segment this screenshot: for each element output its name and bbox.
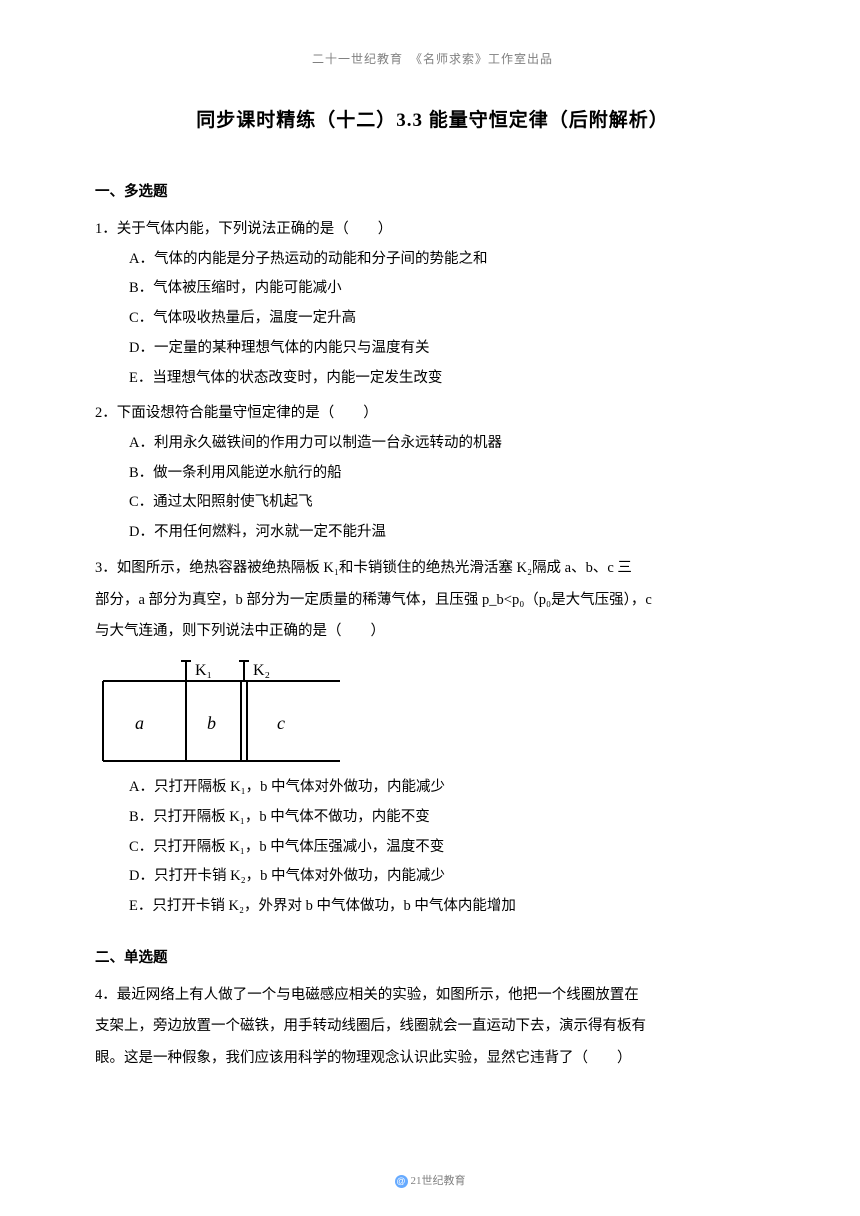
footer-text: 21世纪教育: [411, 1175, 466, 1187]
q1-option-a: A．气体的内能是分子热运动的动能和分子间的势能之和: [95, 245, 770, 275]
q1-option-b: B．气体被压缩时，内能可能减小: [95, 274, 770, 304]
q3-line1: 3．如图所示，绝热容器被绝热隔板 K₁和卡销锁住的绝热光滑活塞 K₂隔成 a、b…: [95, 554, 770, 584]
q1-option-e: E．当理想气体的状态改变时，内能一定发生改变: [95, 364, 770, 394]
q3-option-e: E．只打开卡销 K₂，外界对 b 中气体做功，b 中气体内能增加: [95, 892, 770, 922]
q4-line2: 支架上，旁边放置一个磁铁，用手转动线圈后，线圈就会一直运动下去，演示得有板有: [95, 1012, 770, 1042]
q3-line2: 部分，a 部分为真空，b 部分为一定质量的稀薄气体，且压强 p_b<p₀（p₀是…: [95, 586, 770, 616]
section-1-heading: 一、多选题: [95, 180, 770, 201]
q1-option-d: D．一定量的某种理想气体的内能只与温度有关: [95, 334, 770, 364]
question-4: 4．最近网络上有人做了一个与电磁感应相关的实验，如图所示，他把一个线圈放置在 支…: [95, 981, 770, 1074]
label-c: c: [277, 713, 285, 733]
q4-line3: 眼。这是一种假象，我们应该用科学的物理观念认识此实验，显然它违背了（ ）: [95, 1044, 770, 1074]
q1-option-c: C．气体吸收热量后，温度一定升高: [95, 304, 770, 334]
label-k1: K₁: [195, 662, 212, 679]
container-diagram: K₁ K₂ a b c: [95, 653, 340, 769]
q2-option-b: B．做一条利用风能逆水航行的船: [95, 459, 770, 489]
q2-option-c: C．通过太阳照射使飞机起飞: [95, 488, 770, 518]
q3-option-c: C．只打开隔板 K₁，b 中气体压强减小，温度不变: [95, 833, 770, 863]
q3-option-a: A．只打开隔板 K₁，b 中气体对外做功，内能减少: [95, 773, 770, 803]
q2-stem: 2．下面设想符合能量守恒定律的是（ ）: [95, 399, 770, 429]
label-k2: K₂: [253, 662, 270, 679]
q2-option-a: A．利用永久磁铁间的作用力可以制造一台永远转动的机器: [95, 429, 770, 459]
label-b: b: [207, 713, 216, 733]
label-a: a: [135, 713, 144, 733]
document-title: 同步课时精练（十二）3.3 能量守恒定律（后附解析）: [95, 105, 770, 132]
q1-stem: 1．关于气体内能，下列说法正确的是（ ）: [95, 215, 770, 245]
q3-option-b: B．只打开隔板 K₁，b 中气体不做功，内能不变: [95, 803, 770, 833]
q3-option-d: D．只打开卡销 K₂，b 中气体对外做功，内能减少: [95, 862, 770, 892]
footer-logo-icon: @: [395, 1175, 408, 1188]
q4-line1: 4．最近网络上有人做了一个与电磁感应相关的实验，如图所示，他把一个线圈放置在: [95, 981, 770, 1011]
q3-diagram: K₁ K₂ a b c: [95, 653, 770, 769]
question-2: 2．下面设想符合能量守恒定律的是（ ） A．利用永久磁铁间的作用力可以制造一台永…: [95, 399, 770, 548]
section-2-heading: 二、单选题: [95, 946, 770, 967]
q2-option-d: D．不用任何燃料，河水就一定不能升温: [95, 518, 770, 548]
page-header: 二十一世纪教育 《名师求索》工作室出品: [95, 50, 770, 67]
question-3: 3．如图所示，绝热容器被绝热隔板 K₁和卡销锁住的绝热光滑活塞 K₂隔成 a、b…: [95, 554, 770, 922]
page-footer: @21世纪教育: [0, 1172, 860, 1188]
question-1: 1．关于气体内能，下列说法正确的是（ ） A．气体的内能是分子热运动的动能和分子…: [95, 215, 770, 393]
q3-line3: 与大气连通，则下列说法中正确的是（ ）: [95, 617, 770, 647]
